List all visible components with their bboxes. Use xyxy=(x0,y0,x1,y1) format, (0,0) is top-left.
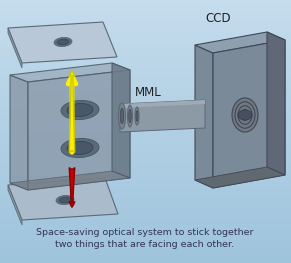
Ellipse shape xyxy=(129,109,131,123)
Polygon shape xyxy=(28,70,130,190)
Polygon shape xyxy=(120,100,205,108)
Ellipse shape xyxy=(54,37,72,47)
Polygon shape xyxy=(8,178,118,220)
Text: CCD: CCD xyxy=(205,12,231,24)
Polygon shape xyxy=(10,171,130,190)
Text: MML: MML xyxy=(135,85,162,99)
Ellipse shape xyxy=(61,138,99,158)
Ellipse shape xyxy=(127,105,132,127)
Polygon shape xyxy=(267,32,285,175)
Polygon shape xyxy=(10,75,28,190)
Ellipse shape xyxy=(60,197,70,203)
Polygon shape xyxy=(120,100,205,132)
Ellipse shape xyxy=(118,103,125,129)
Ellipse shape xyxy=(67,103,93,117)
Text: two things that are facing each other.: two things that are facing each other. xyxy=(56,240,235,249)
Polygon shape xyxy=(195,45,213,188)
Ellipse shape xyxy=(58,39,68,45)
Ellipse shape xyxy=(67,141,93,155)
Polygon shape xyxy=(8,22,117,63)
Polygon shape xyxy=(195,32,285,53)
Ellipse shape xyxy=(120,108,124,124)
Polygon shape xyxy=(213,40,285,188)
Ellipse shape xyxy=(232,98,258,132)
Ellipse shape xyxy=(56,195,74,205)
Ellipse shape xyxy=(136,111,138,122)
Polygon shape xyxy=(10,63,130,82)
Polygon shape xyxy=(8,28,22,68)
Polygon shape xyxy=(112,63,130,178)
Polygon shape xyxy=(8,185,22,225)
Ellipse shape xyxy=(135,107,139,125)
Ellipse shape xyxy=(61,100,99,120)
Polygon shape xyxy=(195,167,285,188)
Ellipse shape xyxy=(238,110,252,120)
Text: Space-saving optical system to stick together: Space-saving optical system to stick tog… xyxy=(36,228,254,237)
